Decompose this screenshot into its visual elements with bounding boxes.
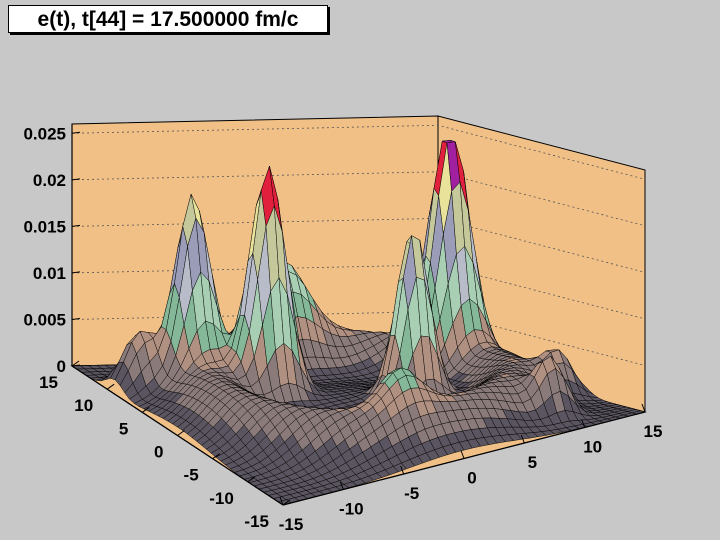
- x-tick-label: -10: [339, 500, 364, 519]
- x-tick: [641, 403, 646, 413]
- y-tick: [142, 406, 150, 413]
- z-tick: [71, 271, 81, 274]
- z-gridline: [71, 124, 646, 180]
- x-tick: [520, 434, 525, 444]
- chart-title: e(t), t[44] = 17.500000 fm/c: [8, 5, 328, 33]
- x-tick-label: 5: [528, 453, 537, 472]
- z-tick-label: 0.02: [33, 171, 66, 190]
- z-axis: 0 0.005 0.01 0.015 0.02 0.025: [23, 124, 81, 376]
- z-tick-label: 0.025: [23, 124, 66, 143]
- y-tick: [247, 476, 256, 483]
- x-tick: [339, 481, 344, 490]
- x-tick: [581, 419, 586, 428]
- z-tick-label: 0: [57, 357, 66, 376]
- x-tick-label: 0: [467, 469, 476, 488]
- x-axis: -15 -10 -5 0 5 10 15: [279, 403, 663, 534]
- z-tick: [71, 317, 81, 320]
- z-tick: [71, 224, 81, 227]
- y-tick-label: 15: [39, 373, 58, 392]
- z-tick-label: 0.01: [33, 264, 66, 283]
- y-tick: [177, 430, 185, 436]
- x-tick: [460, 450, 465, 459]
- y-tick-label: 0: [154, 443, 163, 462]
- z-tick-label: 0.015: [23, 217, 66, 236]
- y-tick: [71, 360, 80, 367]
- y-tick-label: -5: [184, 466, 199, 485]
- y-tick-label: 5: [119, 419, 128, 438]
- y-tick: [212, 453, 220, 460]
- x-tick: [279, 496, 284, 506]
- y-tick-label: -10: [209, 489, 234, 508]
- x-tick-label: 10: [583, 438, 602, 457]
- surface-mesh: [71, 139, 646, 506]
- y-tick-label: -15: [244, 512, 269, 531]
- z-tick: [71, 131, 81, 134]
- y-tick-label: 10: [74, 396, 93, 415]
- x-tick-label: -5: [404, 484, 419, 503]
- y-axis: -15 -10 -5 0 5 10 15: [39, 360, 291, 531]
- x-tick-label: -15: [279, 515, 304, 534]
- z-tick: [71, 364, 81, 367]
- z-tick-label: 0.005: [23, 310, 66, 329]
- y-tick: [106, 383, 115, 390]
- x-tick: [400, 465, 405, 475]
- z-tick: [71, 178, 81, 181]
- x-tick-label: 15: [644, 422, 663, 441]
- y-tick: [282, 499, 291, 506]
